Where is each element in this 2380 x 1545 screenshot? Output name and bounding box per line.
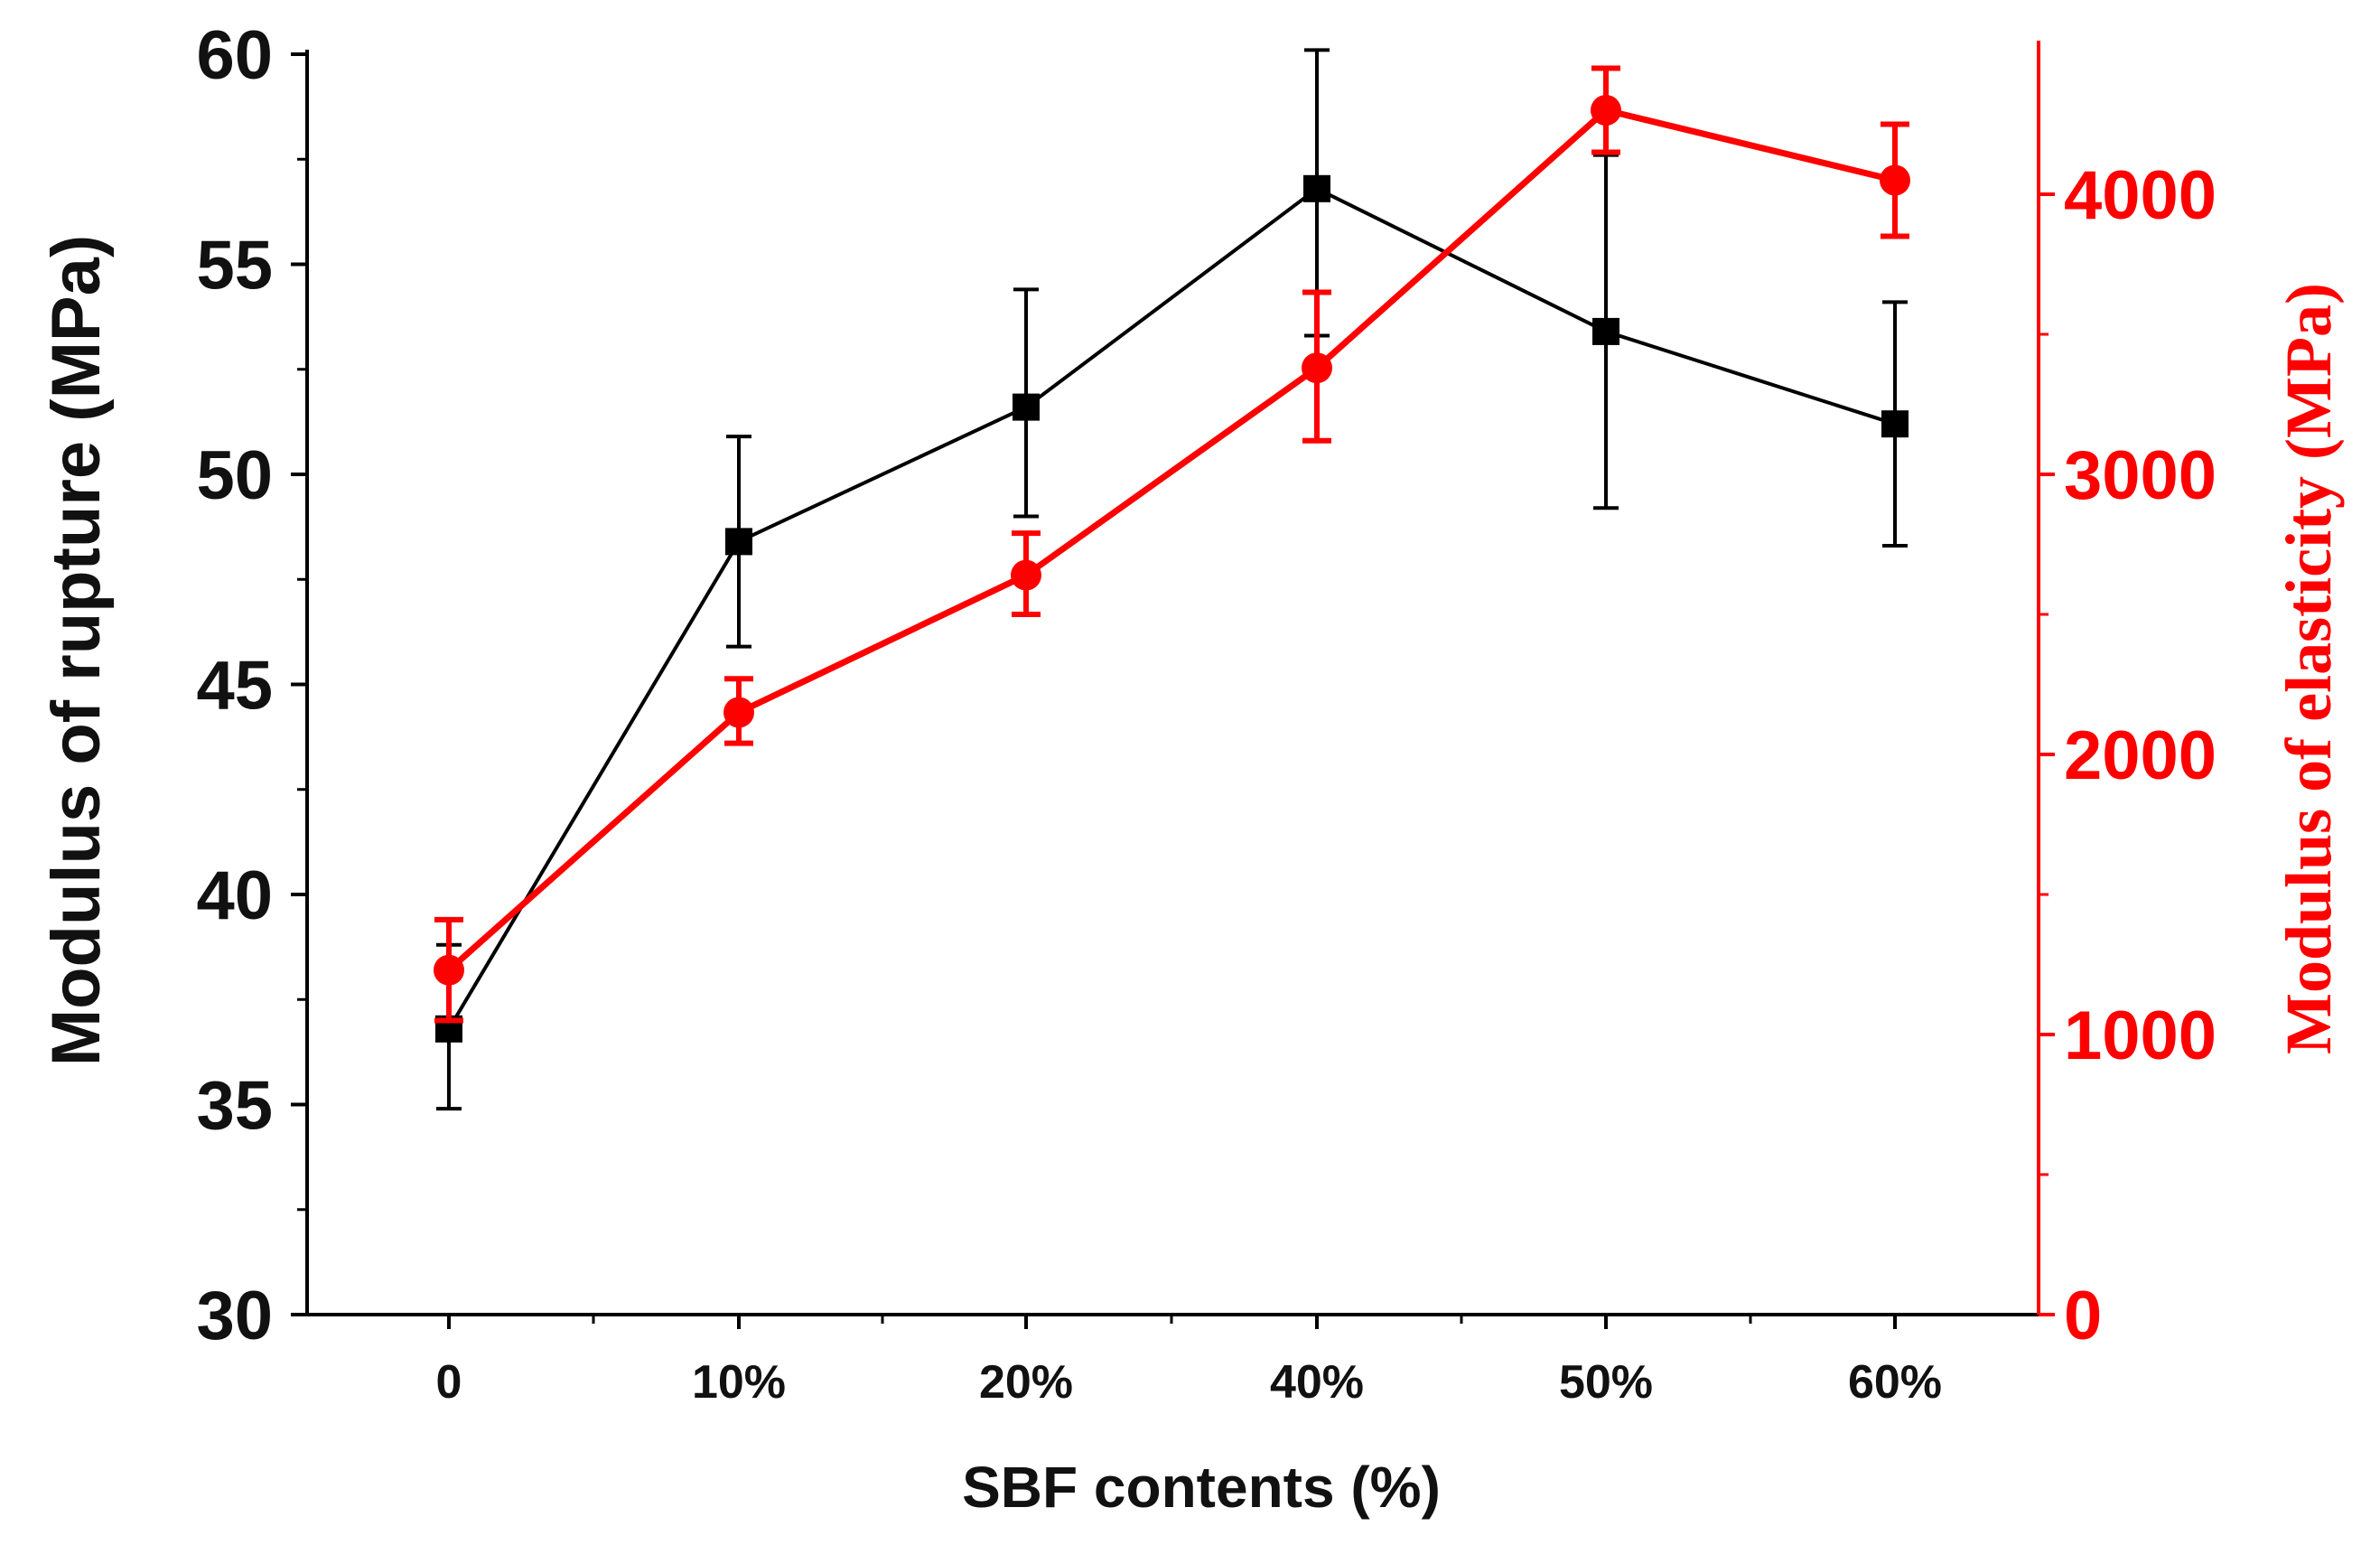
data-point-circle: [1011, 559, 1041, 591]
series-line: [447, 186, 1896, 1030]
x-tick-label: 60%: [1848, 1356, 1942, 1409]
y-left-tick-label: 50: [196, 437, 273, 514]
x-axis-label: SBF contents (%): [962, 1455, 1441, 1520]
y-left-tick-label: 60: [196, 17, 273, 94]
x-tick-label: 10%: [692, 1356, 786, 1409]
y-right-tick-label: 0: [2064, 1278, 2102, 1354]
y-axis-left-label: Modulus of rupture (MPa): [38, 235, 115, 1066]
y-axis-right-label: Modulus of elasticity (MPa): [2273, 283, 2345, 1054]
data-point-square: [1881, 410, 1909, 438]
data-point-square: [1013, 393, 1040, 421]
y-left-tick-label: 35: [196, 1068, 273, 1145]
y-right-tick-label: 3000: [2064, 437, 2217, 514]
y-left-tick-label: 30: [196, 1278, 273, 1354]
data-point-circle: [723, 697, 754, 728]
y-left-tick-label: 45: [196, 648, 273, 725]
data-point-square: [1303, 174, 1330, 202]
data-point-square: [725, 528, 752, 556]
x-tick-label: 40%: [1270, 1356, 1364, 1409]
y-left-tick-label: 55: [196, 228, 273, 304]
data-point-circle: [1880, 164, 1910, 196]
x-tick-label: 20%: [979, 1356, 1073, 1409]
series-modulus-of-elasticity: [434, 65, 1910, 1024]
y-right-tick-label: 4000: [2064, 157, 2217, 234]
series-line: [446, 107, 1896, 973]
data-point-circle: [1302, 352, 1332, 384]
series-modulus-of-rupture: [435, 48, 1909, 1111]
x-tick-label: 50%: [1559, 1356, 1653, 1409]
data-point-circle: [434, 954, 464, 986]
data-point-square: [1592, 317, 1619, 345]
data-point-circle: [1591, 95, 1621, 126]
y-left-tick-label: 40: [196, 857, 273, 934]
y-right-tick-label: 2000: [2064, 717, 2217, 794]
x-tick-label: 0: [436, 1356, 462, 1409]
axes: 30 35 40 45 50 55 60 0 1000 2000 3000 4000 0 10% 20% 40…: [196, 17, 2217, 1409]
y-right-tick-label: 1000: [2064, 997, 2217, 1074]
series-group: [434, 48, 1910, 1111]
